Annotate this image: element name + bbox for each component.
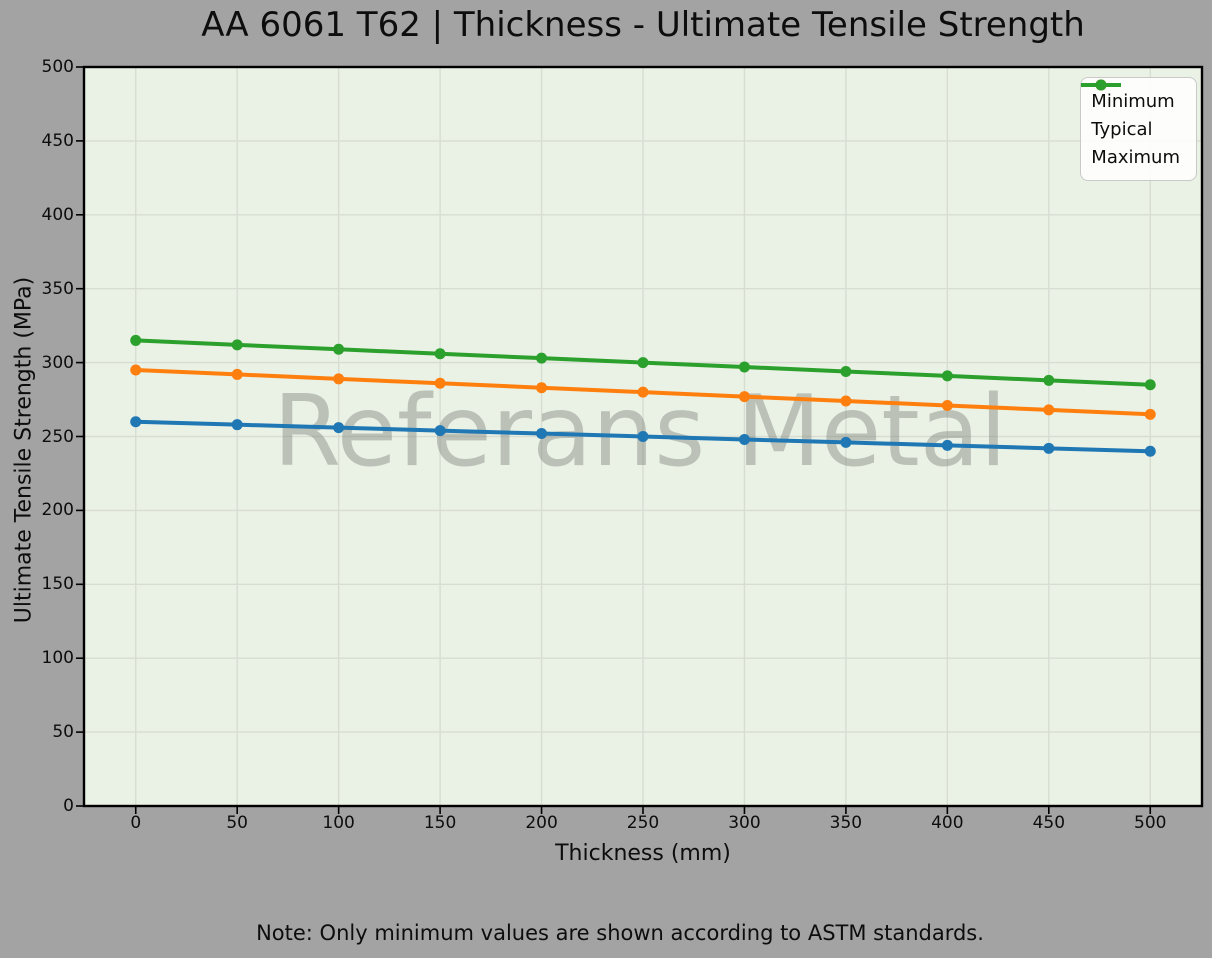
legend-label: Typical [1091,118,1153,140]
y-tick-label: 200 [41,500,74,521]
chart-canvas: Referans Metal [76,65,1204,814]
axes-frame [82,65,1204,808]
data-point-minimum [231,419,243,431]
data-point-maximum [130,334,142,346]
y-tick-label: 500 [41,57,74,77]
x-axis-ticks: 0 50 100 150 200 250 300 350 400 450 500 [84,813,1202,837]
data-point-maximum [840,365,852,377]
data-point-maximum [637,357,649,369]
data-point-typical [738,391,750,403]
y-tick-label: 450 [41,130,74,151]
data-point-maximum [941,370,953,382]
y-axis-ticks: 0 50 100 150 200 250 300 350 400 450 500 [28,57,74,816]
y-tick-label: 100 [41,648,74,669]
y-tick-label: 350 [41,278,74,299]
data-point-minimum [536,428,548,440]
x-tick-label: 50 [226,813,248,833]
data-point-maximum [738,361,750,373]
legend-label: Maximum [1091,146,1180,168]
data-point-minimum [1144,445,1156,457]
data-point-typical [840,395,852,407]
y-tick-label: 50 [52,722,74,743]
data-point-minimum [637,431,649,442]
data-point-typical [1144,408,1156,420]
x-tick-label: 350 [829,813,863,833]
data-point-minimum [333,422,345,434]
legend: Minimum Typical Maximum [1080,77,1197,181]
data-point-typical [637,386,649,398]
x-tick-label: 200 [525,813,558,833]
x-tick-label: 450 [1032,813,1066,833]
x-tick-label: 400 [931,813,964,833]
chart-title: AA 6061 T62 | Thickness - Ultimate Tensi… [201,5,1085,45]
data-point-minimum [130,416,142,428]
data-point-minimum [840,436,852,448]
x-tick-label: 300 [728,813,761,833]
data-point-typical [536,382,548,394]
x-tick-label: 100 [322,813,355,833]
note-text: Note: Only minimum values are shown acco… [256,921,984,945]
legend-line-marker-icon [1081,79,1122,91]
data-point-maximum [434,348,446,360]
legend-label: Minimum [1091,90,1175,112]
data-point-typical [1043,404,1055,416]
data-point-maximum [1144,379,1156,391]
data-point-typical [434,377,446,389]
y-tick-label: 300 [41,352,74,373]
data-point-maximum [1043,374,1055,386]
plot-area: Referans Metal Minimum Typical Maximum [76,65,1204,814]
data-point-typical [130,364,142,376]
y-tick-label: 400 [41,204,74,225]
x-axis-label: Thickness (mm) [555,841,731,866]
data-point-minimum [941,439,953,451]
data-point-typical [231,368,243,380]
data-point-minimum [1043,442,1055,454]
data-point-maximum [536,352,548,364]
x-tick-label: 0 [130,813,142,833]
legend-item-maximum: Maximum [1081,79,1180,171]
data-point-typical [333,373,345,385]
data-point-maximum [231,339,243,351]
x-tick-label: 250 [626,813,660,833]
y-tick-label: 250 [41,426,74,447]
legend-item-typical: Typical [1081,79,1180,143]
data-point-minimum [738,433,750,445]
data-point-minimum [434,425,446,437]
x-tick-label: 500 [1134,813,1167,833]
y-tick-label: 0 [63,796,74,816]
y-tick-label: 150 [41,574,74,595]
data-point-typical [941,399,953,411]
x-tick-label: 150 [423,813,457,833]
data-point-maximum [333,343,345,355]
